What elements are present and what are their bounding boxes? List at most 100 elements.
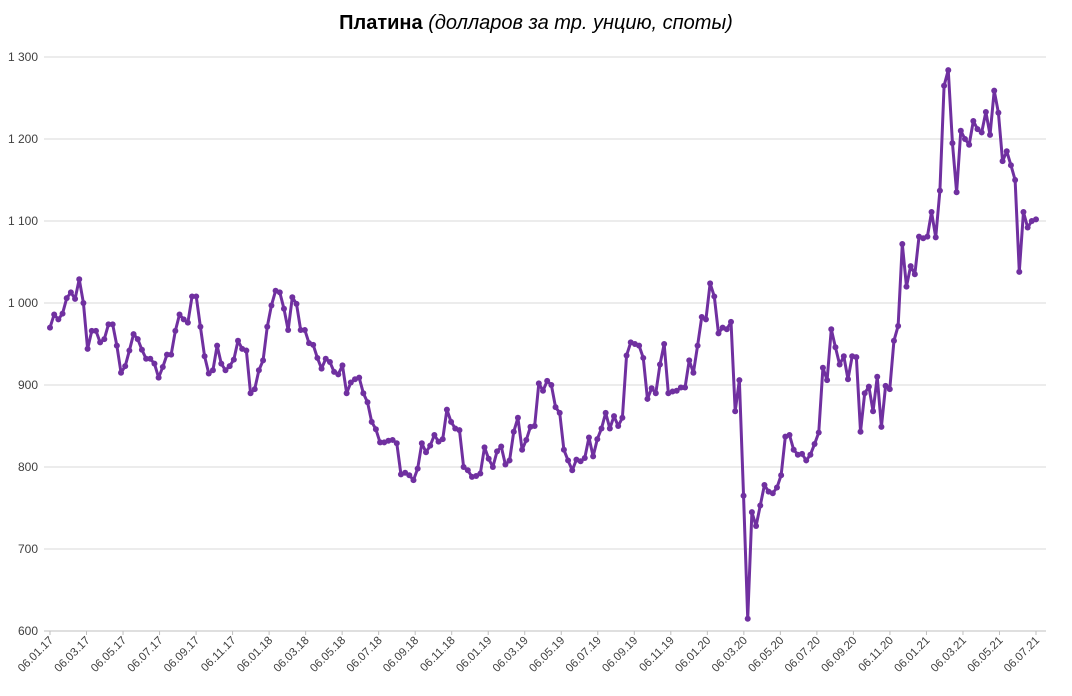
data-point	[673, 387, 680, 394]
data-point	[109, 321, 116, 328]
data-point	[214, 342, 221, 349]
data-point	[978, 129, 985, 136]
data-point	[865, 383, 872, 390]
y-tick-label: 1 200	[8, 132, 38, 146]
data-point	[1033, 216, 1039, 223]
y-tick-label: 800	[18, 460, 38, 474]
data-point	[761, 482, 768, 489]
x-tick-label: 06.01.17	[16, 635, 56, 675]
data-point	[832, 344, 839, 351]
data-point	[410, 477, 417, 484]
data-point	[991, 87, 998, 94]
data-point	[414, 465, 421, 472]
x-tick-label: 06.01.20	[673, 635, 713, 675]
data-point	[222, 367, 229, 374]
data-point	[247, 390, 254, 397]
data-point	[623, 352, 630, 359]
data-point	[460, 464, 467, 470]
data-point	[322, 355, 329, 362]
data-point	[982, 108, 989, 115]
data-point	[218, 360, 225, 367]
x-tick-label: 06.11.19	[637, 635, 677, 675]
data-point	[790, 446, 797, 453]
data-point	[1003, 148, 1010, 155]
data-point	[235, 337, 242, 344]
data-point	[702, 316, 709, 323]
x-tick-label: 06.01.18	[235, 635, 275, 675]
data-point	[895, 322, 902, 329]
data-point	[147, 355, 154, 362]
y-tick-label: 1 100	[8, 214, 38, 228]
data-point	[870, 408, 877, 415]
data-point	[585, 434, 592, 441]
data-point	[999, 158, 1006, 165]
data-point	[581, 454, 588, 461]
data-point	[840, 353, 847, 360]
data-point	[122, 363, 129, 370]
x-tick-label: 06.09.19	[600, 635, 640, 675]
x-tick-label: 06.07.19	[564, 635, 604, 675]
data-point	[899, 240, 906, 247]
x-tick-label: 06.05.19	[527, 635, 567, 675]
data-point	[55, 316, 62, 323]
data-point	[941, 82, 948, 89]
data-point	[427, 442, 434, 449]
data-point	[615, 423, 622, 429]
data-point	[464, 467, 471, 474]
data-point	[957, 127, 964, 134]
data-point	[732, 408, 739, 415]
data-point	[172, 327, 179, 334]
x-tick-label: 06.09.17	[162, 635, 202, 675]
data-point	[63, 295, 70, 302]
data-point	[101, 336, 108, 343]
data-point	[343, 390, 350, 397]
data-point	[757, 502, 764, 509]
data-point	[489, 464, 496, 470]
data-point	[377, 439, 384, 446]
data-point	[481, 444, 488, 451]
data-point	[803, 457, 810, 464]
data-point	[619, 414, 626, 421]
data-point	[159, 363, 166, 370]
data-point	[130, 331, 137, 338]
data-point	[134, 336, 141, 343]
x-tick-label: 06.11.20	[857, 635, 897, 675]
data-point	[118, 369, 125, 376]
data-point	[193, 293, 200, 300]
data-point	[301, 327, 308, 334]
data-point	[268, 302, 275, 309]
data-point	[636, 342, 643, 349]
x-tick-label: 06.01.21	[892, 635, 932, 675]
y-tick-label: 600	[18, 624, 38, 638]
data-point	[682, 384, 689, 391]
data-point	[552, 404, 559, 411]
data-point	[356, 374, 363, 381]
data-point	[565, 457, 572, 464]
data-point	[347, 379, 354, 386]
data-point	[690, 369, 697, 376]
data-point	[477, 470, 484, 477]
data-point	[786, 432, 793, 439]
data-point	[360, 390, 367, 397]
data-point	[59, 310, 66, 317]
data-point	[590, 453, 597, 460]
data-point	[773, 484, 780, 491]
data-point	[598, 425, 605, 432]
data-point	[318, 365, 325, 372]
data-point	[677, 384, 684, 391]
data-point	[456, 427, 463, 434]
data-point	[143, 355, 150, 362]
data-point	[748, 509, 755, 516]
data-point	[423, 449, 430, 456]
data-point	[953, 189, 960, 196]
data-point	[51, 311, 58, 318]
data-point	[711, 293, 718, 300]
data-point	[506, 457, 513, 464]
data-point	[987, 131, 994, 138]
data-point	[1007, 162, 1014, 169]
data-point	[1024, 224, 1031, 231]
data-point	[443, 406, 450, 413]
data-point	[1016, 268, 1023, 275]
data-point	[138, 346, 145, 353]
